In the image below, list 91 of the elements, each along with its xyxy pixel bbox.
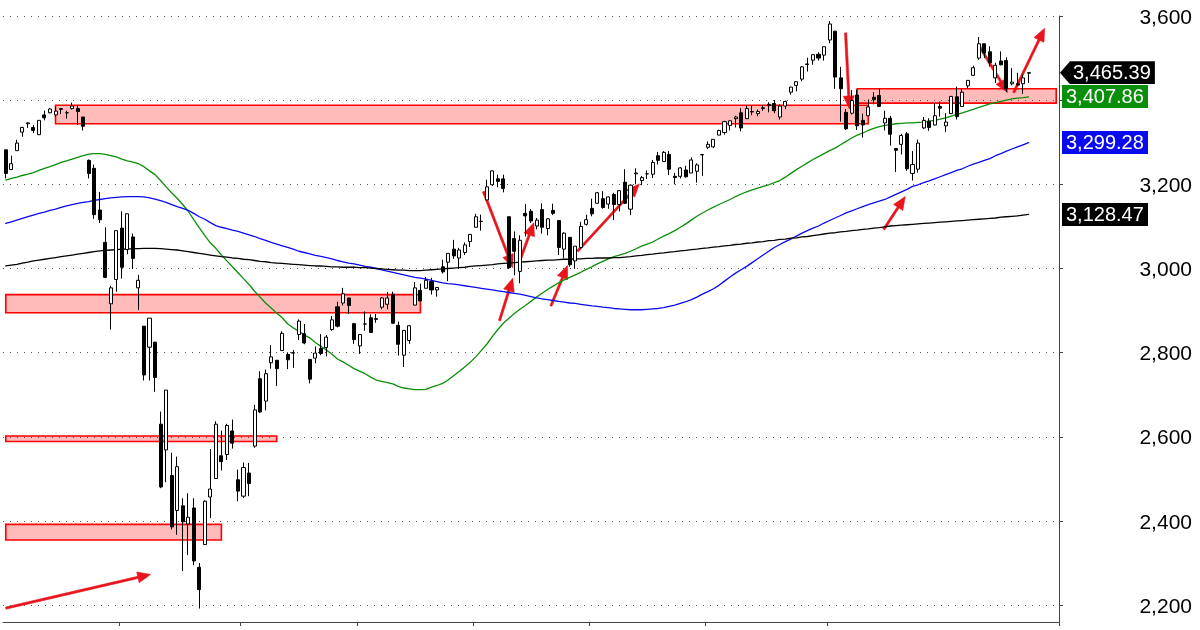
y-tick-label: 2,400	[1139, 509, 1192, 533]
candlestick	[800, 65, 804, 82]
candlestick	[264, 369, 268, 411]
candlestick	[966, 79, 970, 89]
candlestick	[109, 285, 113, 331]
candlestick	[347, 297, 351, 315]
candlestick	[203, 499, 207, 546]
candlestick	[634, 167, 638, 185]
candlestick	[15, 139, 19, 152]
candlestick	[899, 133, 903, 155]
candlestick	[208, 448, 212, 519]
candlestick	[971, 65, 975, 77]
candlestick	[313, 345, 317, 364]
line-series	[5, 96, 1030, 391]
candlestick	[59, 107, 63, 115]
y-tick-label: 2,800	[1139, 341, 1192, 365]
candlestick	[844, 108, 848, 131]
candlestick	[136, 274, 140, 311]
candlestick	[949, 95, 953, 115]
candlestick	[70, 102, 74, 110]
candlestick	[20, 126, 24, 138]
candlestick	[463, 241, 467, 256]
candlestick	[993, 62, 997, 84]
candlestick	[490, 169, 494, 187]
candlestick	[839, 66, 843, 123]
candlestick	[866, 98, 870, 117]
candlestick	[1027, 71, 1031, 84]
candlestick	[1010, 67, 1014, 86]
candlestick	[468, 233, 472, 248]
candlestick	[529, 208, 533, 224]
candlestick	[794, 81, 798, 92]
y-tick-label: 2,600	[1139, 425, 1192, 449]
y-tick-label: 2,200	[1139, 593, 1192, 617]
candlestick	[933, 102, 937, 126]
data-label: 3,407.86	[1062, 85, 1148, 109]
candlestick	[695, 162, 699, 184]
data-label: 3,128.47	[1062, 202, 1148, 226]
candlestick	[861, 113, 865, 139]
candlestick	[894, 147, 898, 173]
candlestick	[700, 153, 704, 177]
candlestick	[761, 104, 765, 112]
y-tick-label: 3,600	[1139, 4, 1192, 28]
candlestick	[474, 213, 478, 228]
data-label: 3,299.28	[1062, 131, 1148, 155]
candlestick	[269, 344, 273, 370]
candlestick	[391, 291, 395, 325]
y-tick-label: 3,200	[1139, 172, 1192, 196]
candlestick	[938, 100, 942, 118]
candlestick	[485, 179, 489, 201]
candlestick	[988, 45, 992, 67]
candlestick	[275, 359, 279, 387]
candlestick	[280, 330, 284, 352]
candlestick	[656, 151, 660, 166]
candlestick	[479, 214, 483, 232]
candlestick	[584, 214, 588, 227]
candlestick	[31, 124, 35, 134]
candlestick	[341, 287, 345, 307]
candlestick	[358, 333, 362, 355]
candlestick	[324, 334, 328, 357]
candlestick	[319, 333, 323, 356]
y-tick-label: 3,000	[1139, 257, 1192, 280]
candlestick	[590, 198, 594, 217]
candlestick	[76, 104, 80, 126]
candlestick	[546, 217, 550, 236]
line-series	[5, 141, 1030, 311]
candlestick	[81, 116, 85, 131]
candlestick	[396, 321, 400, 357]
candlestick	[352, 323, 356, 345]
candlestick	[805, 57, 809, 73]
candlestick	[651, 159, 655, 179]
candlestick	[98, 191, 102, 224]
candlestick	[523, 203, 527, 238]
candlestick	[54, 105, 58, 118]
candlestick	[944, 112, 948, 133]
candlestick	[551, 203, 555, 216]
candlestick	[197, 562, 201, 610]
candlestick	[640, 175, 644, 186]
candlestick	[579, 221, 583, 250]
text: 3,465.39	[1060, 61, 1155, 85]
candlestick	[291, 349, 295, 369]
candlestick	[192, 497, 196, 566]
candlestick	[286, 351, 290, 370]
candlestick	[363, 310, 367, 332]
candlestick	[308, 358, 312, 384]
candlestick	[26, 121, 30, 129]
candlestick	[756, 108, 760, 117]
candlestick	[48, 107, 52, 114]
candlestick	[37, 119, 41, 136]
candlestick	[42, 110, 46, 121]
candlestick	[789, 86, 793, 96]
candlestick	[595, 191, 599, 204]
